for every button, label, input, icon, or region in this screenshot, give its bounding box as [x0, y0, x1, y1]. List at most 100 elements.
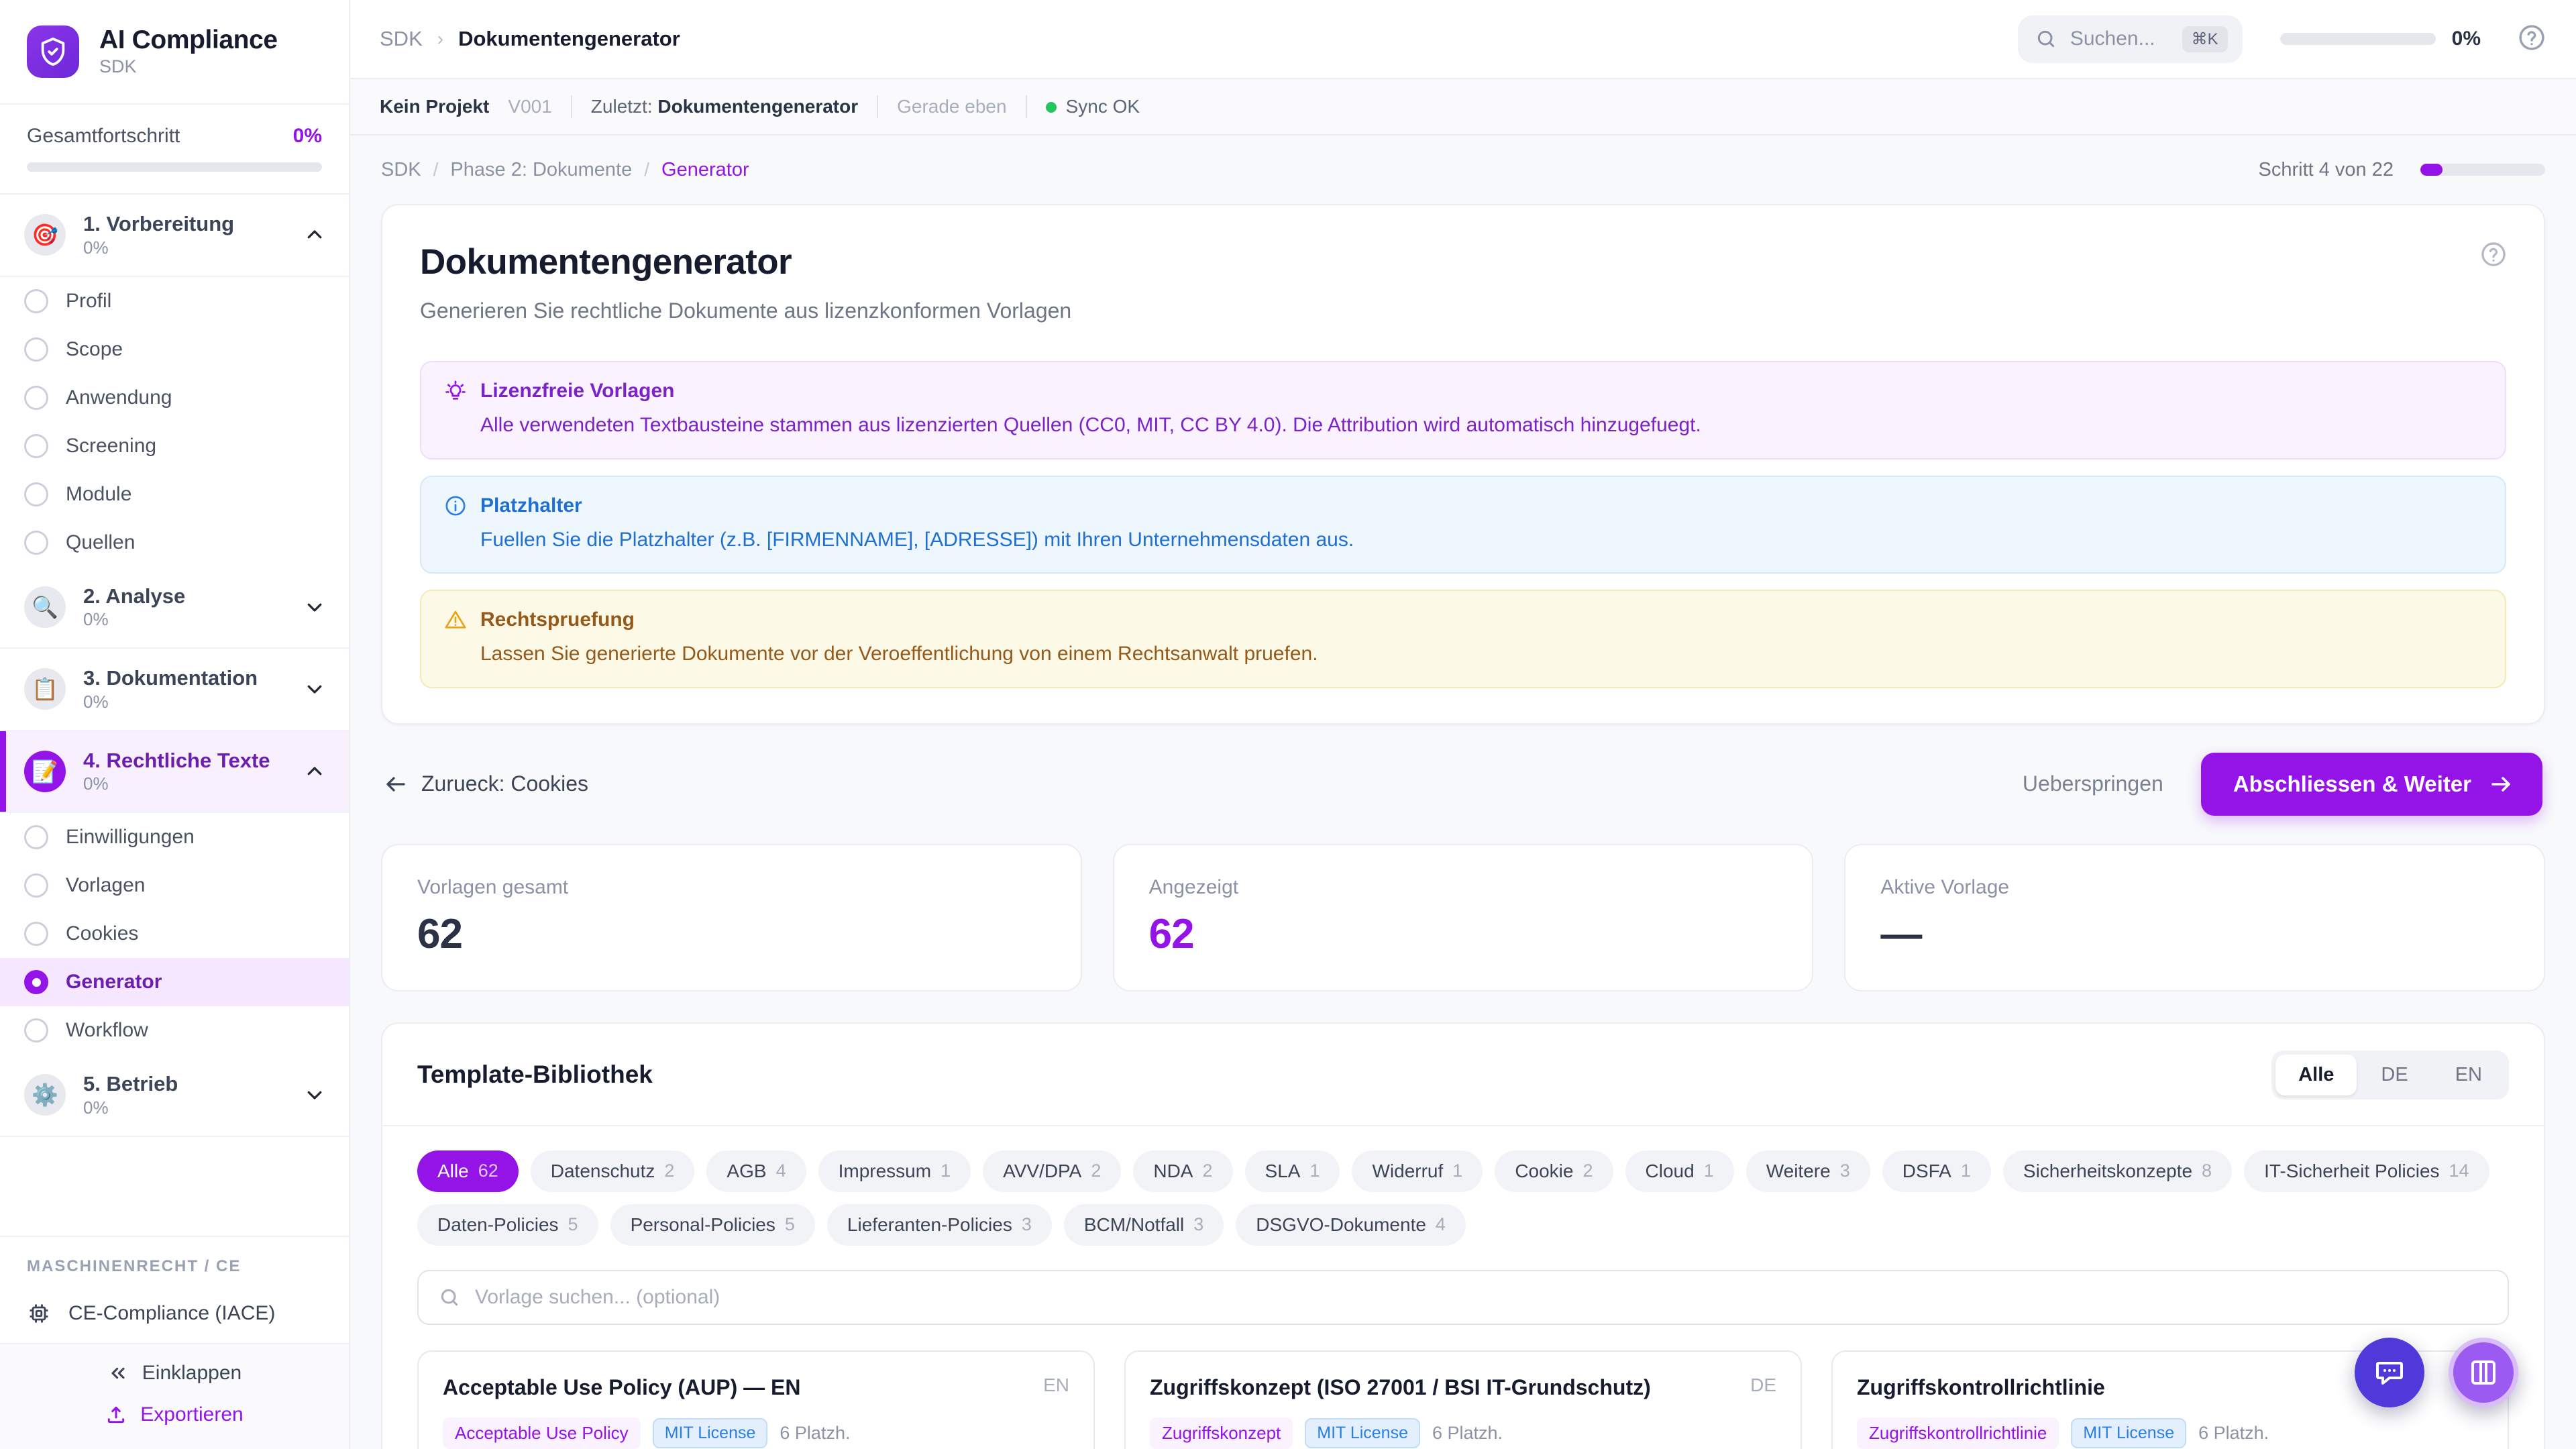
phase-percent: 0%	[83, 691, 109, 712]
sidebar-phase-betrieb[interactable]: ⚙️ 5. Betrieb 0%	[0, 1055, 349, 1137]
collapse-sidebar-button[interactable]: Einklappen	[107, 1362, 241, 1385]
skip-button[interactable]: Ueberspringen	[2022, 771, 2163, 796]
sidebar-item-label: Profil	[66, 289, 112, 312]
sidebar-item-quellen[interactable]: Quellen	[0, 519, 349, 567]
chip-count: 1	[1960, 1161, 1971, 1181]
step-nav-row: Zurueck: Cookies Ueberspringen Abschlies…	[381, 724, 2545, 844]
category-chip-alle[interactable]: Alle 62	[417, 1150, 519, 1192]
path-item-phase[interactable]: Phase 2: Dokumente	[450, 158, 633, 180]
sync-status: Sync OK	[1045, 96, 1140, 117]
sidebar-item-einwilligungen[interactable]: Einwilligungen	[0, 813, 349, 861]
template-card[interactable]: Zugriffskonzept (ISO 27001 / BSI IT-Grun…	[1124, 1350, 1802, 1449]
phase-name: 1. Vorbereitung	[83, 212, 235, 235]
last-step: Zuletzt: Dokumentengenerator	[591, 96, 858, 117]
sidebar-phase-analyse[interactable]: 🔍 2. Analyse 0%	[0, 567, 349, 649]
breadcrumb-root[interactable]: SDK	[380, 27, 423, 50]
notice-body: Alle verwendeten Textbausteine stammen a…	[480, 414, 1701, 436]
brand-header[interactable]: AI Compliance SDK	[0, 0, 349, 105]
sidebar-item-profil[interactable]: Profil	[0, 277, 349, 325]
lang-filter-alle[interactable]: Alle	[2275, 1054, 2357, 1095]
last-updated-time: Gerade eben	[897, 96, 1007, 117]
sidebar-item-scope[interactable]: Scope	[0, 325, 349, 374]
sidebar-item-vorlagen[interactable]: Vorlagen	[0, 861, 349, 910]
template-card[interactable]: Acceptable Use Policy (AUP) — EN EN Accept…	[417, 1350, 1095, 1449]
phase-toggle-icon[interactable]	[305, 679, 325, 699]
sidebar-phase-vorbereitung[interactable]: 🎯 1. Vorbereitung 0%	[0, 195, 349, 277]
chevron-up-icon	[307, 230, 322, 239]
category-chip-personal-policies[interactable]: Personal-Policies 5	[610, 1203, 815, 1246]
category-chip-daten-policies[interactable]: Daten-Policies 5	[417, 1203, 598, 1246]
global-search-input[interactable]: Suchen... ⌘K	[2017, 15, 2243, 63]
library-search: Vorlage suchen... (optional)	[382, 1265, 2544, 1350]
category-chip-bcm-notfall[interactable]: BCM/Notfall 3	[1063, 1203, 1224, 1246]
template-placeholder-count: 6 Platzh.	[1432, 1422, 1503, 1443]
sidebar-item-generator[interactable]: Generator	[0, 958, 349, 1007]
sidebar-phase-dokumentation[interactable]: 📋 3. Dokumentation 0%	[0, 649, 349, 731]
template-search-input[interactable]: Vorlage suchen... (optional)	[417, 1269, 2509, 1325]
metabar-divider	[1025, 95, 1027, 118]
panel-fab[interactable]	[2449, 1338, 2518, 1407]
lang-filter-de[interactable]: DE	[2358, 1055, 2430, 1095]
phase-toggle-icon[interactable]	[305, 597, 325, 617]
search-shortcut-badge: ⌘K	[2182, 25, 2228, 52]
library-title: Template-Bibliothek	[417, 1061, 653, 1088]
notice-title: Lizenzfreie Vorlagen	[480, 380, 675, 402]
path-item-sdk[interactable]: SDK	[381, 158, 421, 180]
category-chip-widerruf[interactable]: Widerruf 1	[1352, 1150, 1483, 1192]
category-chip-dsgvo-dokumente[interactable]: DSGVO-Dokumente 4	[1236, 1203, 1466, 1246]
category-chip-sla[interactable]: SLA 1	[1244, 1150, 1340, 1192]
category-chip-sicherheitskonzepte[interactable]: Sicherheitskonzepte 8	[2002, 1150, 2233, 1192]
path-item-current[interactable]: Generator	[661, 158, 749, 180]
template-category-tag: Zugriffskontrollrichtlinie	[1857, 1417, 2059, 1449]
complete-and-next-button[interactable]: Abschliessen & Weiter	[2200, 752, 2542, 816]
chip-label: Cloud	[1645, 1160, 1695, 1181]
sidebar-item-cookies[interactable]: Cookies	[0, 910, 349, 958]
chip-count: 62	[478, 1161, 498, 1181]
chip-count: 3	[1839, 1161, 1850, 1181]
category-chip-impressum[interactable]: Impressum 1	[818, 1150, 971, 1192]
back-label: Zurueck: Cookies	[421, 771, 588, 796]
chip-count: 2	[1202, 1161, 1213, 1181]
sidebar-item-anwendung[interactable]: Anwendung	[0, 374, 349, 422]
library-header: Template-Bibliothek Alle DE EN	[382, 1024, 2544, 1126]
category-chip-lieferanten-policies[interactable]: Lieferanten-Policies 3	[826, 1203, 1052, 1246]
category-chip-nda[interactable]: NDA 2	[1133, 1150, 1233, 1192]
chip-count: 2	[1091, 1161, 1102, 1181]
category-chip-agb[interactable]: AGB 4	[706, 1150, 806, 1192]
step-radio-icon	[24, 530, 48, 555]
phase-toggle-icon[interactable]	[305, 1085, 325, 1105]
sidebar-phase-rechtliche-texte[interactable]: 📝 4. Rechtliche Texte 0%	[0, 731, 349, 814]
search-icon	[2037, 30, 2054, 48]
lang-filter-en[interactable]: EN	[2432, 1055, 2505, 1095]
category-chip-avv-dpa[interactable]: AVV/DPA 2	[983, 1150, 1122, 1192]
sidebar-item-module[interactable]: Module	[0, 470, 349, 519]
notice-amber: Rechtspruefung Lassen Sie generierte Doku…	[420, 590, 2506, 688]
phase-icon: 📝	[24, 750, 66, 792]
category-chip-cookie[interactable]: Cookie 2	[1495, 1150, 1613, 1192]
help-button[interactable]	[2517, 23, 2546, 56]
breadcrumb-separator: ›	[437, 28, 444, 49]
last-step-value: Dokumentengenerator	[657, 96, 859, 117]
sidebar-item-workflow[interactable]: Workflow	[0, 1006, 349, 1055]
category-chip-weitere[interactable]: Weitere 3	[1746, 1150, 1870, 1192]
step-progress-track	[2420, 164, 2545, 176]
category-chip-it-sicherheit-policies[interactable]: IT-Sicherheit Policies 14	[2244, 1150, 2489, 1192]
search-icon	[441, 1289, 458, 1305]
category-chip-cloud[interactable]: Cloud 1	[1625, 1150, 1734, 1192]
sidebar-item-ce-compliance[interactable]: CE-Compliance (IACE)	[0, 1288, 349, 1343]
phase-toggle-icon[interactable]	[305, 225, 325, 245]
page-title: Dokumentengenerator	[420, 242, 792, 282]
sidebar-footer: Einklappen Exportieren	[0, 1343, 349, 1449]
category-chip-dsfa[interactable]: DSFA 1	[1882, 1150, 1991, 1192]
project-name: Kein Projekt	[380, 96, 490, 117]
hero-help-button[interactable]	[2479, 240, 2508, 272]
template-category-tag: Zugriffskonzept	[1150, 1417, 1293, 1449]
export-button[interactable]: Exportieren	[105, 1403, 244, 1426]
chevron-down-icon	[307, 1091, 322, 1100]
phase-toggle-icon[interactable]	[305, 761, 325, 782]
chat-fab[interactable]	[2355, 1338, 2424, 1407]
category-chip-datenschutz[interactable]: Datenschutz 2	[530, 1150, 695, 1192]
back-button[interactable]: Zurueck: Cookies	[384, 771, 588, 796]
sidebar-item-screening[interactable]: Screening	[0, 422, 349, 470]
stat-label: Vorlagen gesamt	[417, 875, 569, 898]
